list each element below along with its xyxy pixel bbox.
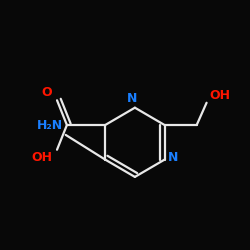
Text: O: O (42, 86, 52, 99)
Text: N: N (168, 151, 179, 164)
Text: N: N (127, 92, 138, 105)
Text: OH: OH (209, 88, 230, 102)
Text: H₂N: H₂N (37, 120, 63, 132)
Text: OH: OH (31, 151, 52, 164)
